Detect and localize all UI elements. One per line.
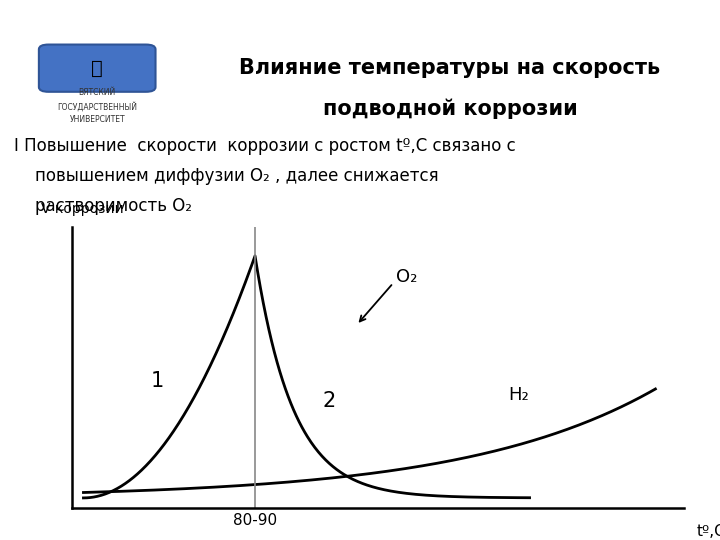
- Text: повышением диффузии О₂ , далее снижается: повышением диффузии О₂ , далее снижается: [14, 167, 439, 185]
- Text: О₂: О₂: [396, 268, 418, 286]
- Text: tº,С: tº,С: [696, 524, 720, 539]
- Text: V коррозии: V коррозии: [42, 201, 124, 215]
- Text: I Повышение  скорости  коррозии с ростом tº,С связано с: I Повышение скорости коррозии с ростом t…: [14, 137, 516, 154]
- Text: Н₂: Н₂: [508, 386, 529, 404]
- FancyBboxPatch shape: [39, 44, 156, 92]
- Text: подводной коррозии: подводной коррозии: [323, 99, 577, 119]
- Text: 🦅: 🦅: [91, 59, 103, 78]
- Text: ВЯТСКИЙ
ГОСУДАРСТВЕННЫЙ
УНИВЕРСИТЕТ: ВЯТСКИЙ ГОСУДАРСТВЕННЫЙ УНИВЕРСИТЕТ: [57, 89, 138, 124]
- Text: Влияние температуры на скорость: Влияние температуры на скорость: [240, 58, 660, 78]
- Text: 2: 2: [323, 391, 336, 411]
- Text: растворимость О₂: растворимость О₂: [14, 197, 192, 215]
- Text: 1: 1: [151, 371, 164, 392]
